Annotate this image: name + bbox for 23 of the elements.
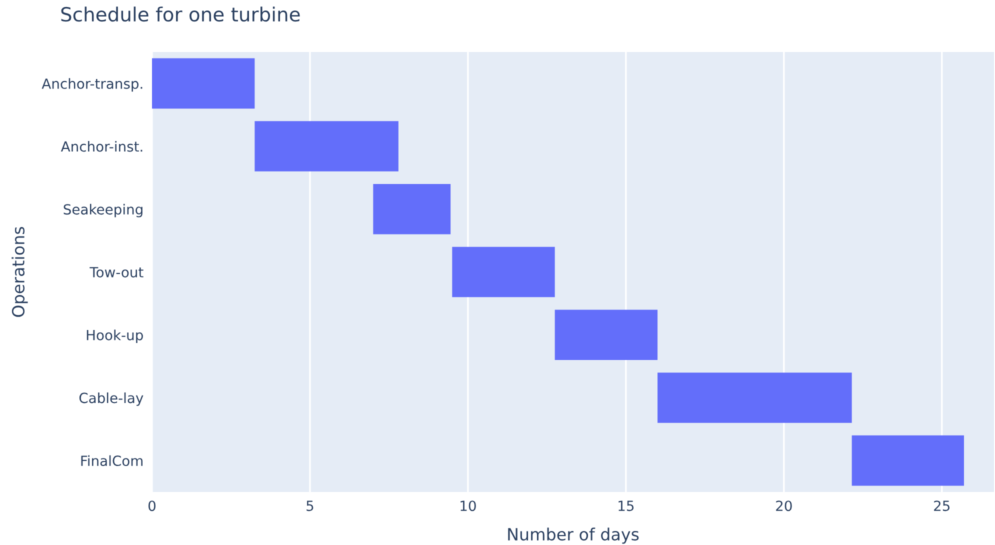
bar [152, 58, 255, 109]
x-tick-label: 5 [306, 500, 314, 512]
bar [852, 435, 964, 486]
bar [554, 310, 658, 360]
x-tick-label: 0 [148, 500, 156, 512]
y-tick-label: Anchor-inst. [60, 141, 142, 152]
x-tick-label: 20 [776, 500, 792, 512]
bar [452, 246, 555, 298]
x-tick-label: 15 [618, 500, 634, 512]
bar [373, 184, 451, 234]
x-tick-label: 10 [460, 500, 476, 512]
x-tick-label: 25 [934, 500, 950, 512]
bar [658, 372, 852, 423]
y-tick-label: FinalCom [81, 455, 142, 466]
y-tick-label: Anchor-transp. [42, 78, 142, 92]
y-tick-label: Tow-out [90, 267, 144, 278]
y-tick-label: Seakeeping [64, 204, 142, 218]
x-axis-title: Number of days [508, 528, 639, 544]
y-axis-title: Operations [12, 227, 28, 317]
bar [254, 121, 398, 172]
y-tick-label: Cable-lay [79, 392, 144, 406]
chart-title: Schedule for one turbine [61, 6, 300, 22]
y-tick-label: Hook-up [86, 330, 143, 344]
